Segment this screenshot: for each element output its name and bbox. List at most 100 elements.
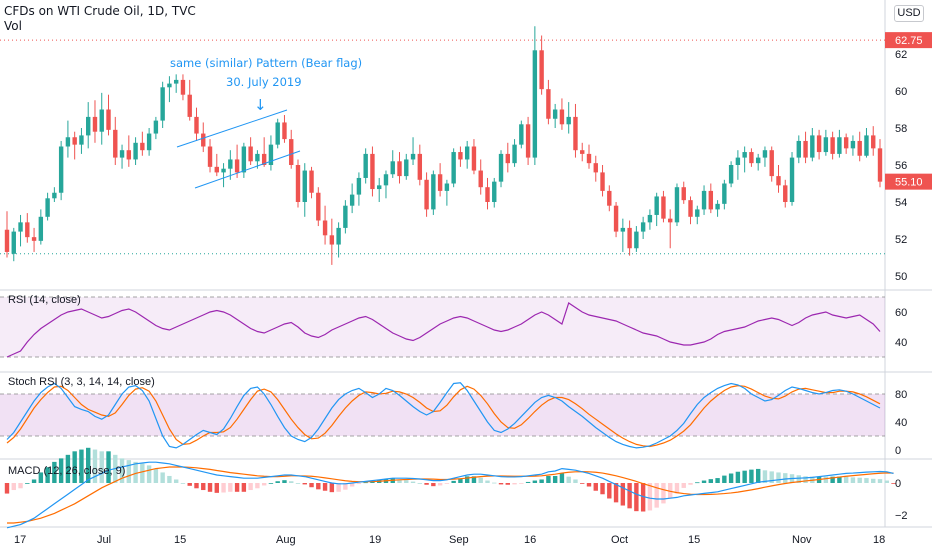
- macd-histogram-bar: [25, 483, 30, 484]
- macd-histogram-bar: [891, 483, 896, 484]
- candle-body: [329, 235, 335, 245]
- macd-histogram-bar: [282, 480, 287, 483]
- macd-histogram-bar: [566, 476, 571, 483]
- macd-histogram-bar: [864, 478, 869, 483]
- macd-histogram-bar: [668, 483, 673, 499]
- macd-histogram-bar: [309, 483, 314, 488]
- macd-histogram-bar: [221, 483, 226, 493]
- candle-body: [830, 137, 835, 154]
- candle-body: [728, 165, 734, 184]
- candle-body: [302, 170, 307, 202]
- candle-body: [681, 187, 686, 201]
- macd-histogram-bar: [343, 483, 348, 490]
- macd-histogram-bar: [749, 469, 754, 483]
- rsi-label: RSI (14, close): [8, 294, 81, 306]
- macd-histogram-bar: [640, 483, 646, 512]
- high-price-label-bg: [885, 32, 932, 49]
- macd-histogram-bar: [715, 478, 720, 483]
- candle-body: [668, 218, 673, 223]
- candle-body: [816, 135, 822, 153]
- candle-body: [783, 185, 788, 202]
- macd-histogram-bar: [783, 473, 788, 483]
- candle-body: [241, 146, 247, 173]
- macd-histogram-bar: [241, 483, 247, 492]
- macd-histogram-bar: [654, 483, 659, 508]
- macd-histogram-bar: [458, 478, 463, 483]
- candle-body: [464, 146, 470, 160]
- macd-histogram-bar: [4, 483, 10, 494]
- candle-body: [647, 214, 653, 223]
- macd-histogram-bar: [302, 483, 307, 485]
- candle-body: [458, 152, 463, 160]
- candle-body: [234, 159, 240, 173]
- candle-body: [498, 153, 504, 182]
- price-tick-52: 52: [895, 234, 907, 246]
- candle-body: [309, 170, 314, 193]
- candle-body: [86, 116, 91, 136]
- macd-histogram-bar: [431, 483, 436, 487]
- candle-body: [180, 79, 186, 95]
- macd-histogram-bar: [661, 483, 666, 504]
- candle-body: [695, 209, 700, 217]
- macd-histogram-bar: [316, 483, 321, 490]
- time-tick-15: 15: [174, 534, 186, 546]
- candle-body: [532, 50, 538, 158]
- currency-button[interactable]: USD: [894, 5, 924, 22]
- candle-body: [133, 142, 138, 160]
- macd-histogram-bar: [695, 482, 700, 484]
- candle-body: [735, 157, 741, 165]
- candle-body: [586, 153, 592, 164]
- macd-histogram-bar: [275, 481, 280, 483]
- candle-body: [370, 153, 375, 190]
- macd-histogram-bar: [871, 478, 876, 483]
- macd-histogram-bar: [31, 479, 37, 483]
- stoch-d-line: [6, 384, 881, 448]
- macd-histogram-bar: [45, 467, 50, 483]
- macd-signal-line: [7, 466, 894, 524]
- macd-histogram-bar: [248, 483, 253, 491]
- candle-body: [580, 150, 585, 154]
- candle-body: [106, 109, 111, 130]
- macd-histogram-bar: [289, 481, 294, 483]
- candle-body: [674, 187, 680, 223]
- candle-body: [173, 79, 179, 84]
- candle-body: [620, 227, 626, 232]
- macd-histogram-bar: [532, 480, 538, 483]
- macd-histogram-bar: [18, 483, 23, 489]
- macd-histogram-bar: [850, 477, 856, 483]
- macd-histogram-bar: [539, 479, 544, 483]
- macd-histogram-bar: [525, 481, 531, 483]
- macd-histogram-bar: [133, 461, 138, 483]
- candle-body: [336, 227, 341, 245]
- price-tick-58: 58: [895, 123, 907, 135]
- candle-body: [600, 172, 605, 191]
- candle-body: [796, 140, 801, 158]
- macd-histogram-bar: [363, 482, 368, 484]
- candle-body: [742, 152, 747, 158]
- time-tick-19: 19: [369, 534, 381, 546]
- macd-histogram-bar: [86, 447, 91, 483]
- macd-histogram-bar: [228, 483, 233, 492]
- macd-histogram-bar: [349, 483, 355, 487]
- candle-body: [769, 150, 774, 177]
- candle-body: [349, 194, 355, 206]
- macd-histogram-bar: [728, 473, 734, 483]
- macd-histogram-bar: [72, 451, 77, 483]
- macd-histogram-bar: [471, 476, 477, 483]
- macd-histogram-bar: [877, 479, 883, 483]
- candle-body: [153, 120, 159, 134]
- macd-histogram-bar: [444, 483, 450, 484]
- candle-body: [377, 185, 382, 190]
- macd-histogram-bar: [58, 458, 64, 483]
- macd-histogram-bar: [498, 483, 504, 485]
- macd-histogram-bar: [613, 483, 619, 503]
- macd-histogram-bar: [552, 475, 558, 483]
- candle-body: [661, 196, 666, 219]
- price-tick-56: 56: [895, 160, 907, 172]
- candle-body: [221, 168, 226, 173]
- candle-body: [654, 196, 659, 215]
- macd-histogram-bar: [187, 483, 192, 486]
- candle-body: [261, 153, 267, 165]
